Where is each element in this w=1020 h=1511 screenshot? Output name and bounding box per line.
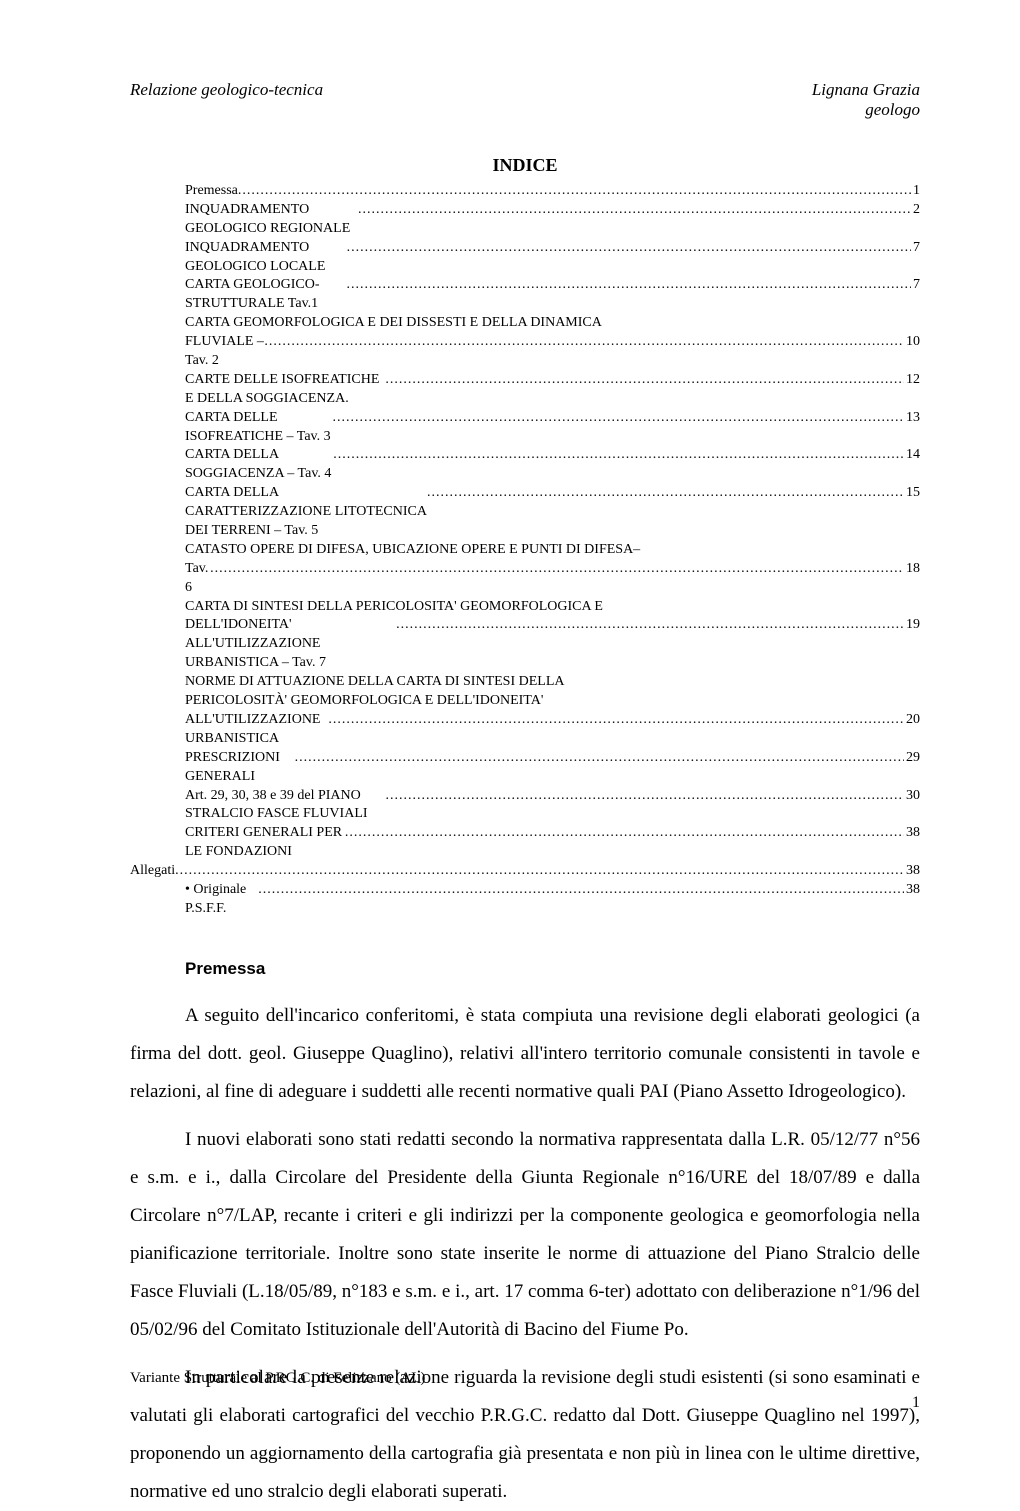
toc-label: CARTA GEOLOGICO-STRUTTURALE Tav.1 <box>130 276 346 314</box>
toc-label: Art. 29, 30, 38 e 39 del PIANO STRALCIO … <box>130 787 385 825</box>
toc-dots <box>385 787 904 806</box>
toc-dots <box>345 824 904 843</box>
toc-page: 1 <box>911 182 920 201</box>
toc-dots <box>328 711 904 730</box>
toc-dots <box>238 182 911 201</box>
toc-row: DELL'IDONEITA' ALL'UTILIZZAZIONE URBANIS… <box>130 616 920 673</box>
toc-row: ALL'UTILIZZAZIONE URBANISTICA 20 <box>130 711 920 749</box>
toc-row: Tav. 6 18 <box>130 560 920 598</box>
toc-row: CARTA DELLE ISOFREATICHE – Tav. 3 13 <box>130 409 920 447</box>
toc-page: 15 <box>904 484 920 503</box>
page-footer: Variante Strutturale al P.RG.C. di Feliz… <box>130 1370 920 1387</box>
toc-page: 12 <box>904 371 920 390</box>
table-of-contents: Premessa1INQUADRAMENTO GEOLOGICO REGIONA… <box>130 182 920 919</box>
toc-row: CARTA GEOMORFOLOGICA E DEI DISSESTI E DE… <box>130 314 920 333</box>
toc-dots <box>358 201 911 220</box>
toc-page: 2 <box>911 201 920 220</box>
toc-label: CARTA DELLE ISOFREATICHE – Tav. 3 <box>130 409 333 447</box>
toc-page: 20 <box>904 711 920 730</box>
toc-dots <box>175 862 904 881</box>
toc-label: FLUVIALE – Tav. 2 <box>130 333 264 371</box>
toc-row: CATASTO OPERE DI DIFESA, UBICAZIONE OPER… <box>130 541 920 560</box>
toc-page: 7 <box>911 276 920 295</box>
toc-dots <box>396 616 904 635</box>
page-number: 1 <box>912 1394 920 1412</box>
toc-row: CARTA DI SINTESI DELLA PERICOLOSITA' GEO… <box>130 598 920 617</box>
toc-row: INQUADRAMENTO GEOLOGICO LOCALE 7 <box>130 239 920 277</box>
toc-label: Tav. 6 <box>130 560 210 598</box>
toc-dots <box>333 446 904 465</box>
toc-label: Originale P.S.F.F. <box>130 881 258 919</box>
toc-page: 30 <box>904 787 920 806</box>
toc-label: CATASTO OPERE DI DIFESA, UBICAZIONE OPER… <box>130 541 640 560</box>
body-paragraph: A seguito dell'incarico conferitomi, è s… <box>130 997 920 1111</box>
toc-label: INQUADRAMENTO GEOLOGICO REGIONALE <box>130 201 358 239</box>
toc-page: 7 <box>911 239 920 258</box>
toc-label: CARTA GEOMORFOLOGICA E DEI DISSESTI E DE… <box>130 314 602 333</box>
toc-row: INQUADRAMENTO GEOLOGICO REGIONALE 2 <box>130 201 920 239</box>
toc-label: ALL'UTILIZZAZIONE URBANISTICA <box>130 711 328 749</box>
toc-label: CARTA DELLA SOGGIACENZA – Tav. 4 <box>130 446 333 484</box>
header-role: geologo <box>812 100 920 120</box>
toc-page: 38 <box>904 862 920 881</box>
toc-row: PERICOLOSITÀ' GEOMORFOLOGICA E DELL'IDON… <box>130 692 920 711</box>
toc-label: PERICOLOSITÀ' GEOMORFOLOGICA E DELL'IDON… <box>130 692 543 711</box>
section-heading-premessa: Premessa <box>185 959 920 979</box>
toc-label: NORME DI ATTUAZIONE DELLA CARTA DI SINTE… <box>130 673 565 692</box>
toc-row: Allegati 38 <box>130 862 920 881</box>
toc-page: 13 <box>904 409 920 428</box>
toc-label: CARTE DELLE ISOFREATICHE E DELLA SOGGIAC… <box>130 371 385 409</box>
toc-page: 38 <box>904 881 920 900</box>
toc-row: CARTE DELLE ISOFREATICHE E DELLA SOGGIAC… <box>130 371 920 409</box>
toc-row: Art. 29, 30, 38 e 39 del PIANO STRALCIO … <box>130 787 920 825</box>
toc-dots <box>210 560 904 579</box>
toc-page: 29 <box>904 749 920 768</box>
toc-dots <box>333 409 904 428</box>
toc-dots <box>258 881 904 900</box>
toc-label: CARTA DELLA CARATTERIZZAZIONE LITOTECNIC… <box>130 484 427 541</box>
header-right: Lignana Grazia geologo <box>812 80 920 120</box>
toc-page: 18 <box>904 560 920 579</box>
toc-row: FLUVIALE – Tav. 2 10 <box>130 333 920 371</box>
toc-dots <box>346 276 911 295</box>
indice-title: INDICE <box>130 155 920 176</box>
toc-row: Originale P.S.F.F. 38 <box>130 881 920 919</box>
header-left: Relazione geologico-tecnica <box>130 80 323 120</box>
toc-row: Premessa 1 <box>130 182 920 201</box>
toc-row: PRESCRIZIONI GENERALI 29 <box>130 749 920 787</box>
toc-label: PRESCRIZIONI GENERALI <box>130 749 295 787</box>
toc-row: CARTA GEOLOGICO-STRUTTURALE Tav.1 7 <box>130 276 920 314</box>
header-author: Lignana Grazia <box>812 80 920 100</box>
toc-dots <box>264 333 904 352</box>
toc-dots <box>427 484 904 503</box>
toc-row: CARTA DELLA SOGGIACENZA – Tav. 4 14 <box>130 446 920 484</box>
body-text-container: A seguito dell'incarico conferitomi, è s… <box>130 997 920 1511</box>
toc-row: CRITERI GENERALI PER LE FONDAZIONI 38 <box>130 824 920 862</box>
toc-label: Allegati <box>130 862 175 881</box>
toc-label: CRITERI GENERALI PER LE FONDAZIONI <box>130 824 345 862</box>
toc-row: NORME DI ATTUAZIONE DELLA CARTA DI SINTE… <box>130 673 920 692</box>
toc-dots <box>295 749 904 768</box>
page-header: Relazione geologico-tecnica Lignana Graz… <box>130 80 920 120</box>
toc-row: CARTA DELLA CARATTERIZZAZIONE LITOTECNIC… <box>130 484 920 541</box>
toc-page: 14 <box>904 446 920 465</box>
toc-page: 38 <box>904 824 920 843</box>
toc-label: CARTA DI SINTESI DELLA PERICOLOSITA' GEO… <box>130 598 603 617</box>
toc-label: DELL'IDONEITA' ALL'UTILIZZAZIONE URBANIS… <box>130 616 396 673</box>
toc-page: 10 <box>904 333 920 352</box>
toc-label: INQUADRAMENTO GEOLOGICO LOCALE <box>130 239 347 277</box>
body-paragraph: I nuovi elaborati sono stati redatti sec… <box>130 1121 920 1349</box>
toc-page: 19 <box>904 616 920 635</box>
toc-dots <box>347 239 911 258</box>
toc-label: Premessa <box>130 182 238 201</box>
toc-dots <box>385 371 904 390</box>
